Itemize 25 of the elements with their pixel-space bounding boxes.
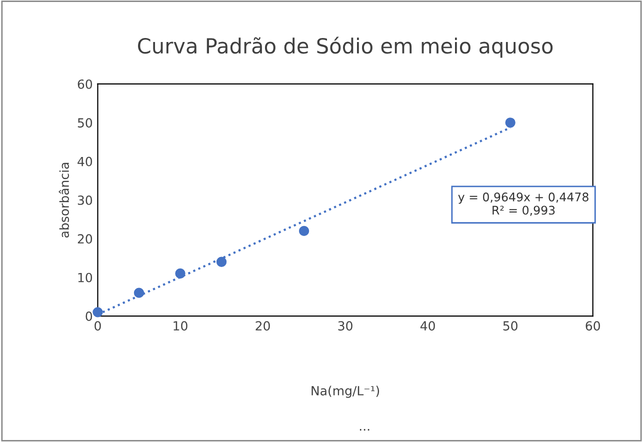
point xyxy=(298,226,310,236)
x-tick-label: 30 xyxy=(338,321,352,331)
x-tick-label: 10 xyxy=(174,321,188,331)
x-tick-label: 20 xyxy=(256,321,270,331)
y-tick-label: 50 xyxy=(78,118,92,128)
point xyxy=(134,288,144,298)
point xyxy=(92,307,103,318)
x-tick-label: 50 xyxy=(503,321,518,331)
y-tick-label: 60 xyxy=(78,79,92,89)
x-axis-title: Na(mg/L⁻¹) xyxy=(312,386,380,398)
y-tick-label: 20 xyxy=(78,234,92,244)
x-tick-label: 0 xyxy=(94,321,101,331)
annotation: y = 0,9649x + 0,4478 R² = 0,993 xyxy=(458,192,588,216)
chart-title: Curva Padrão de Sódio em meio aquoso xyxy=(138,36,553,58)
point xyxy=(505,118,516,128)
y-tick-label: 40 xyxy=(78,156,92,166)
text: ... xyxy=(360,429,370,431)
x-tick-label: 60 xyxy=(586,321,600,331)
x-tick-label: 40 xyxy=(420,321,435,331)
point xyxy=(216,256,227,267)
y-tick-label: 30 xyxy=(78,195,92,205)
y-tick-label: 10 xyxy=(78,272,92,282)
y-tick-label: 0 xyxy=(86,312,92,321)
point xyxy=(175,268,186,279)
y-axis-title: absorbância xyxy=(58,162,69,238)
